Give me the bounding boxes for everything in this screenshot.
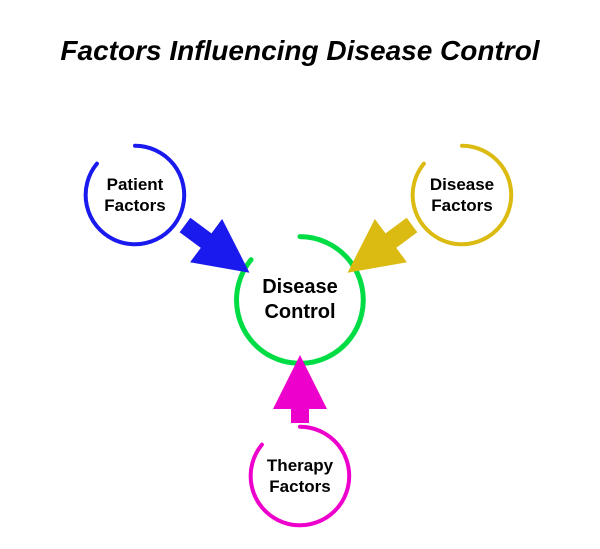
node-label-line: Disease <box>262 275 338 300</box>
node-label-line: Patient <box>104 174 165 195</box>
node-label-line: Control <box>262 300 338 325</box>
node-label-line: Factors <box>267 476 333 497</box>
arrow-disease-to-center <box>362 225 412 262</box>
node-label-line: Factors <box>104 195 165 216</box>
node-label-line: Factors <box>430 195 494 216</box>
arrow-patient-to-center <box>185 225 235 262</box>
node-label-line: Disease <box>430 174 494 195</box>
node-label-line: Therapy <box>267 455 333 476</box>
